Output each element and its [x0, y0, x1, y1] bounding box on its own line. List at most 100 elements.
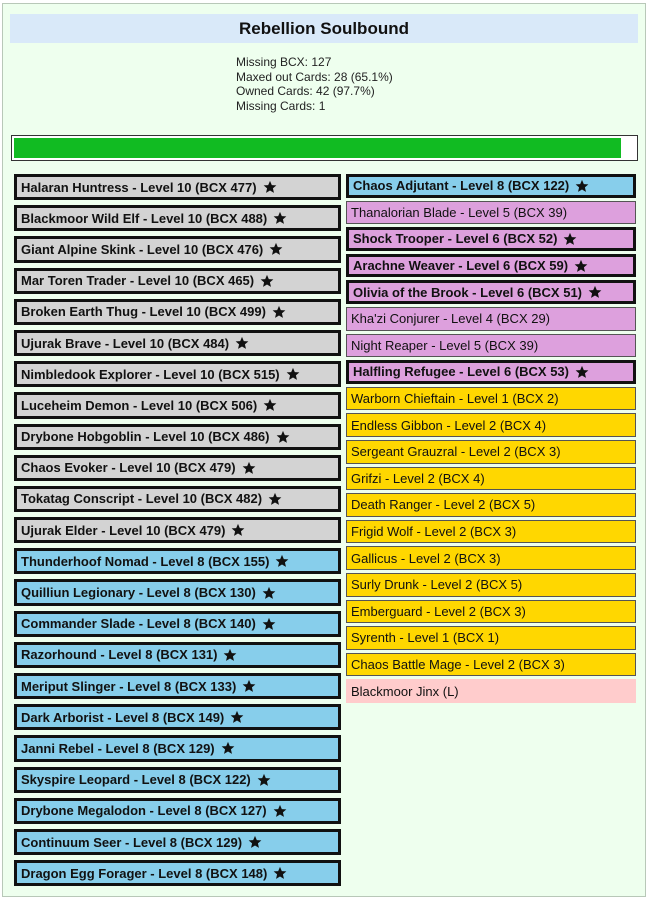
- card-label: Dark Arborist - Level 8 (BCX 149): [21, 709, 225, 725]
- card-drybone-megalodon[interactable]: Drybone Megalodon - Level 8 (BCX 127): [14, 797, 341, 824]
- card-label: Luceheim Demon - Level 10 (BCX 506): [21, 397, 258, 413]
- progress-bar-fill: [14, 138, 621, 158]
- card-label: Halaran Huntress - Level 10 (BCX 477): [21, 179, 257, 195]
- card-label: Halfling Refugee - Level 6 (BCX 53): [353, 364, 569, 380]
- star-icon: [242, 461, 256, 475]
- card-meriput-slinger[interactable]: Meriput Slinger - Level 8 (BCX 133): [14, 673, 341, 700]
- card-luceheim-demon[interactable]: Luceheim Demon - Level 10 (BCX 506): [14, 392, 341, 419]
- card-sergeant-grauzral[interactable]: Sergeant Grauzral - Level 2 (BCX 3): [346, 439, 636, 464]
- star-icon: [575, 179, 589, 193]
- card-broken-earth-thug[interactable]: Broken Earth Thug - Level 10 (BCX 499): [14, 298, 341, 325]
- card-halfling-refugee[interactable]: Halfling Refugee - Level 6 (BCX 53): [346, 360, 636, 384]
- owned-cards-stat: Owned Cards: 42 (97.7%): [236, 84, 375, 98]
- card-label: Dragon Egg Forager - Level 8 (BCX 148): [21, 865, 268, 881]
- card-label: Night Reaper - Level 5 (BCX 39): [351, 337, 539, 353]
- card-chaos-adjutant[interactable]: Chaos Adjutant - Level 8 (BCX 122): [346, 174, 636, 198]
- card-label: Meriput Slinger - Level 8 (BCX 133): [21, 678, 237, 694]
- card-olivia-of-the-brook[interactable]: Olivia of the Brook - Level 6 (BCX 51): [346, 280, 636, 304]
- star-icon: [269, 242, 283, 256]
- card-night-reaper[interactable]: Night Reaper - Level 5 (BCX 39): [346, 333, 636, 358]
- card-blackmoor-wild-elf[interactable]: Blackmoor Wild Elf - Level 10 (BCX 488): [14, 205, 341, 232]
- progress-bar: [11, 135, 638, 161]
- star-icon: [272, 305, 286, 319]
- star-icon: [275, 554, 289, 568]
- card-frigid-wolf[interactable]: Frigid Wolf - Level 2 (BCX 3): [346, 519, 636, 544]
- card-syrenth[interactable]: Syrenth - Level 1 (BCX 1): [346, 626, 636, 650]
- card-chaos-battle-mage[interactable]: Chaos Battle Mage - Level 2 (BCX 3): [346, 652, 636, 677]
- card-label: Blackmoor Wild Elf - Level 10 (BCX 488): [21, 210, 268, 226]
- card-dark-arborist[interactable]: Dark Arborist - Level 8 (BCX 149): [14, 704, 341, 731]
- card-column-left: Halaran Huntress - Level 10 (BCX 477) Bla…: [14, 174, 341, 887]
- card-label: Frigid Wolf - Level 2 (BCX 3): [351, 524, 517, 540]
- card-continuum-seer[interactable]: Continuum Seer - Level 8 (BCX 129): [14, 828, 341, 856]
- star-icon: [230, 710, 244, 724]
- card-label: Thunderhoof Nomad - Level 8 (BCX 155): [21, 553, 270, 569]
- card-label: Chaos Adjutant - Level 8 (BCX 122): [353, 178, 570, 194]
- card-endless-gibbon[interactable]: Endless Gibbon - Level 2 (BCX 4): [346, 413, 636, 437]
- card-label: Blackmoor Jinx (L): [351, 683, 459, 699]
- card-ujurak-elder[interactable]: Ujurak Elder - Level 10 (BCX 479): [14, 517, 341, 544]
- card-commander-slade[interactable]: Commander Slade - Level 8 (BCX 140): [14, 610, 341, 637]
- card-label: Olivia of the Brook - Level 6 (BCX 51): [353, 284, 582, 300]
- card-surly-drunk[interactable]: Surly Drunk - Level 2 (BCX 5): [346, 572, 636, 597]
- card-razorhound[interactable]: Razorhound - Level 8 (BCX 131): [14, 641, 341, 668]
- card-label: Drybone Hobgoblin - Level 10 (BCX 486): [21, 429, 270, 445]
- card-warborn-chieftain[interactable]: Warborn Chieftain - Level 1 (BCX 2): [346, 386, 636, 411]
- card-label: Quilliun Legionary - Level 8 (BCX 130): [21, 585, 256, 601]
- card-skyspire-leopard[interactable]: Skyspire Leopard - Level 8 (BCX 122): [14, 766, 341, 793]
- card-label: Death Ranger - Level 2 (BCX 5): [351, 497, 536, 513]
- card-label: Nimbledook Explorer - Level 10 (BCX 515): [21, 366, 280, 382]
- card-mar-toren-trader[interactable]: Mar Toren Trader - Level 10 (BCX 465): [14, 267, 341, 294]
- card-thanalorian-blade[interactable]: Thanalorian Blade - Level 5 (BCX 39): [346, 200, 636, 225]
- card-gallicus[interactable]: Gallicus - Level 2 (BCX 3): [346, 546, 636, 570]
- card-label: Janni Rebel - Level 8 (BCX 129): [21, 740, 215, 756]
- card-drybone-hobgoblin[interactable]: Drybone Hobgoblin - Level 10 (BCX 486): [14, 423, 341, 450]
- card-janni-rebel[interactable]: Janni Rebel - Level 8 (BCX 129): [14, 735, 341, 762]
- card-quilliun-legionary[interactable]: Quilliun Legionary - Level 8 (BCX 130): [14, 579, 341, 606]
- card-halaran-huntress[interactable]: Halaran Huntress - Level 10 (BCX 477): [14, 174, 341, 201]
- card-grifzi[interactable]: Grifzi - Level 2 (BCX 4): [346, 466, 636, 491]
- card-arachne-weaver[interactable]: Arachne Weaver - Level 6 (BCX 59): [346, 253, 636, 278]
- card-label: Ujurak Elder - Level 10 (BCX 479): [21, 522, 226, 538]
- card-label: Drybone Megalodon - Level 8 (BCX 127): [21, 803, 267, 819]
- card-label: Shock Trooper - Level 6 (BCX 52): [353, 231, 558, 247]
- card-thunderhoof-nomad[interactable]: Thunderhoof Nomad - Level 8 (BCX 155): [14, 548, 341, 575]
- card-ujurak-brave[interactable]: Ujurak Brave - Level 10 (BCX 484): [14, 329, 341, 357]
- card-label: Continuum Seer - Level 8 (BCX 129): [21, 834, 243, 850]
- star-icon: [563, 232, 577, 246]
- star-icon: [242, 679, 256, 693]
- star-icon: [248, 835, 262, 849]
- card-shock-trooper[interactable]: Shock Trooper - Level 6 (BCX 52): [346, 227, 636, 251]
- card-label: Ujurak Brave - Level 10 (BCX 484): [21, 335, 230, 351]
- star-icon: [231, 523, 245, 537]
- star-icon: [574, 259, 588, 273]
- card-label: Syrenth - Level 1 (BCX 1): [351, 630, 500, 646]
- card-label: Giant Alpine Skink - Level 10 (BCX 476): [21, 241, 264, 257]
- card-chaos-evoker[interactable]: Chaos Evoker - Level 10 (BCX 479): [14, 454, 341, 481]
- card-blackmoor-jinx[interactable]: Blackmoor Jinx (L): [346, 679, 636, 703]
- card-emberguard[interactable]: Emberguard - Level 2 (BCX 3): [346, 599, 636, 624]
- page-title: Rebellion Soulbound: [10, 14, 638, 43]
- card-label: Thanalorian Blade - Level 5 (BCX 39): [351, 204, 568, 220]
- card-label: Surly Drunk - Level 2 (BCX 5): [351, 577, 523, 593]
- card-nimbledook-explorer[interactable]: Nimbledook Explorer - Level 10 (BCX 515): [14, 361, 341, 388]
- star-icon: [273, 866, 287, 880]
- star-icon: [262, 586, 276, 600]
- star-icon: [588, 285, 602, 299]
- stats-block: Missing BCX: 127 Maxed out Cards: 28 (65…: [236, 55, 393, 113]
- card-giant-alpine-skink[interactable]: Giant Alpine Skink - Level 10 (BCX 476): [14, 236, 341, 263]
- star-icon: [263, 180, 277, 194]
- star-icon: [257, 773, 271, 787]
- star-icon: [221, 741, 235, 755]
- card-tokatag-conscript[interactable]: Tokatag Conscript - Level 10 (BCX 482): [14, 485, 341, 513]
- card-kha-zi-conjurer[interactable]: Kha'zi Conjurer - Level 4 (BCX 29): [346, 306, 636, 331]
- card-label: Arachne Weaver - Level 6 (BCX 59): [353, 258, 569, 274]
- card-label: Commander Slade - Level 8 (BCX 140): [21, 616, 256, 632]
- card-column-right: Chaos Adjutant - Level 8 (BCX 122) Thanal…: [346, 174, 636, 703]
- card-label: Skyspire Leopard - Level 8 (BCX 122): [21, 772, 251, 788]
- card-label: Razorhound - Level 8 (BCX 131): [21, 647, 218, 663]
- card-dragon-egg-forager[interactable]: Dragon Egg Forager - Level 8 (BCX 148): [14, 860, 341, 887]
- card-label: Gallicus - Level 2 (BCX 3): [351, 550, 501, 566]
- card-death-ranger[interactable]: Death Ranger - Level 2 (BCX 5): [346, 493, 636, 517]
- star-icon: [276, 430, 290, 444]
